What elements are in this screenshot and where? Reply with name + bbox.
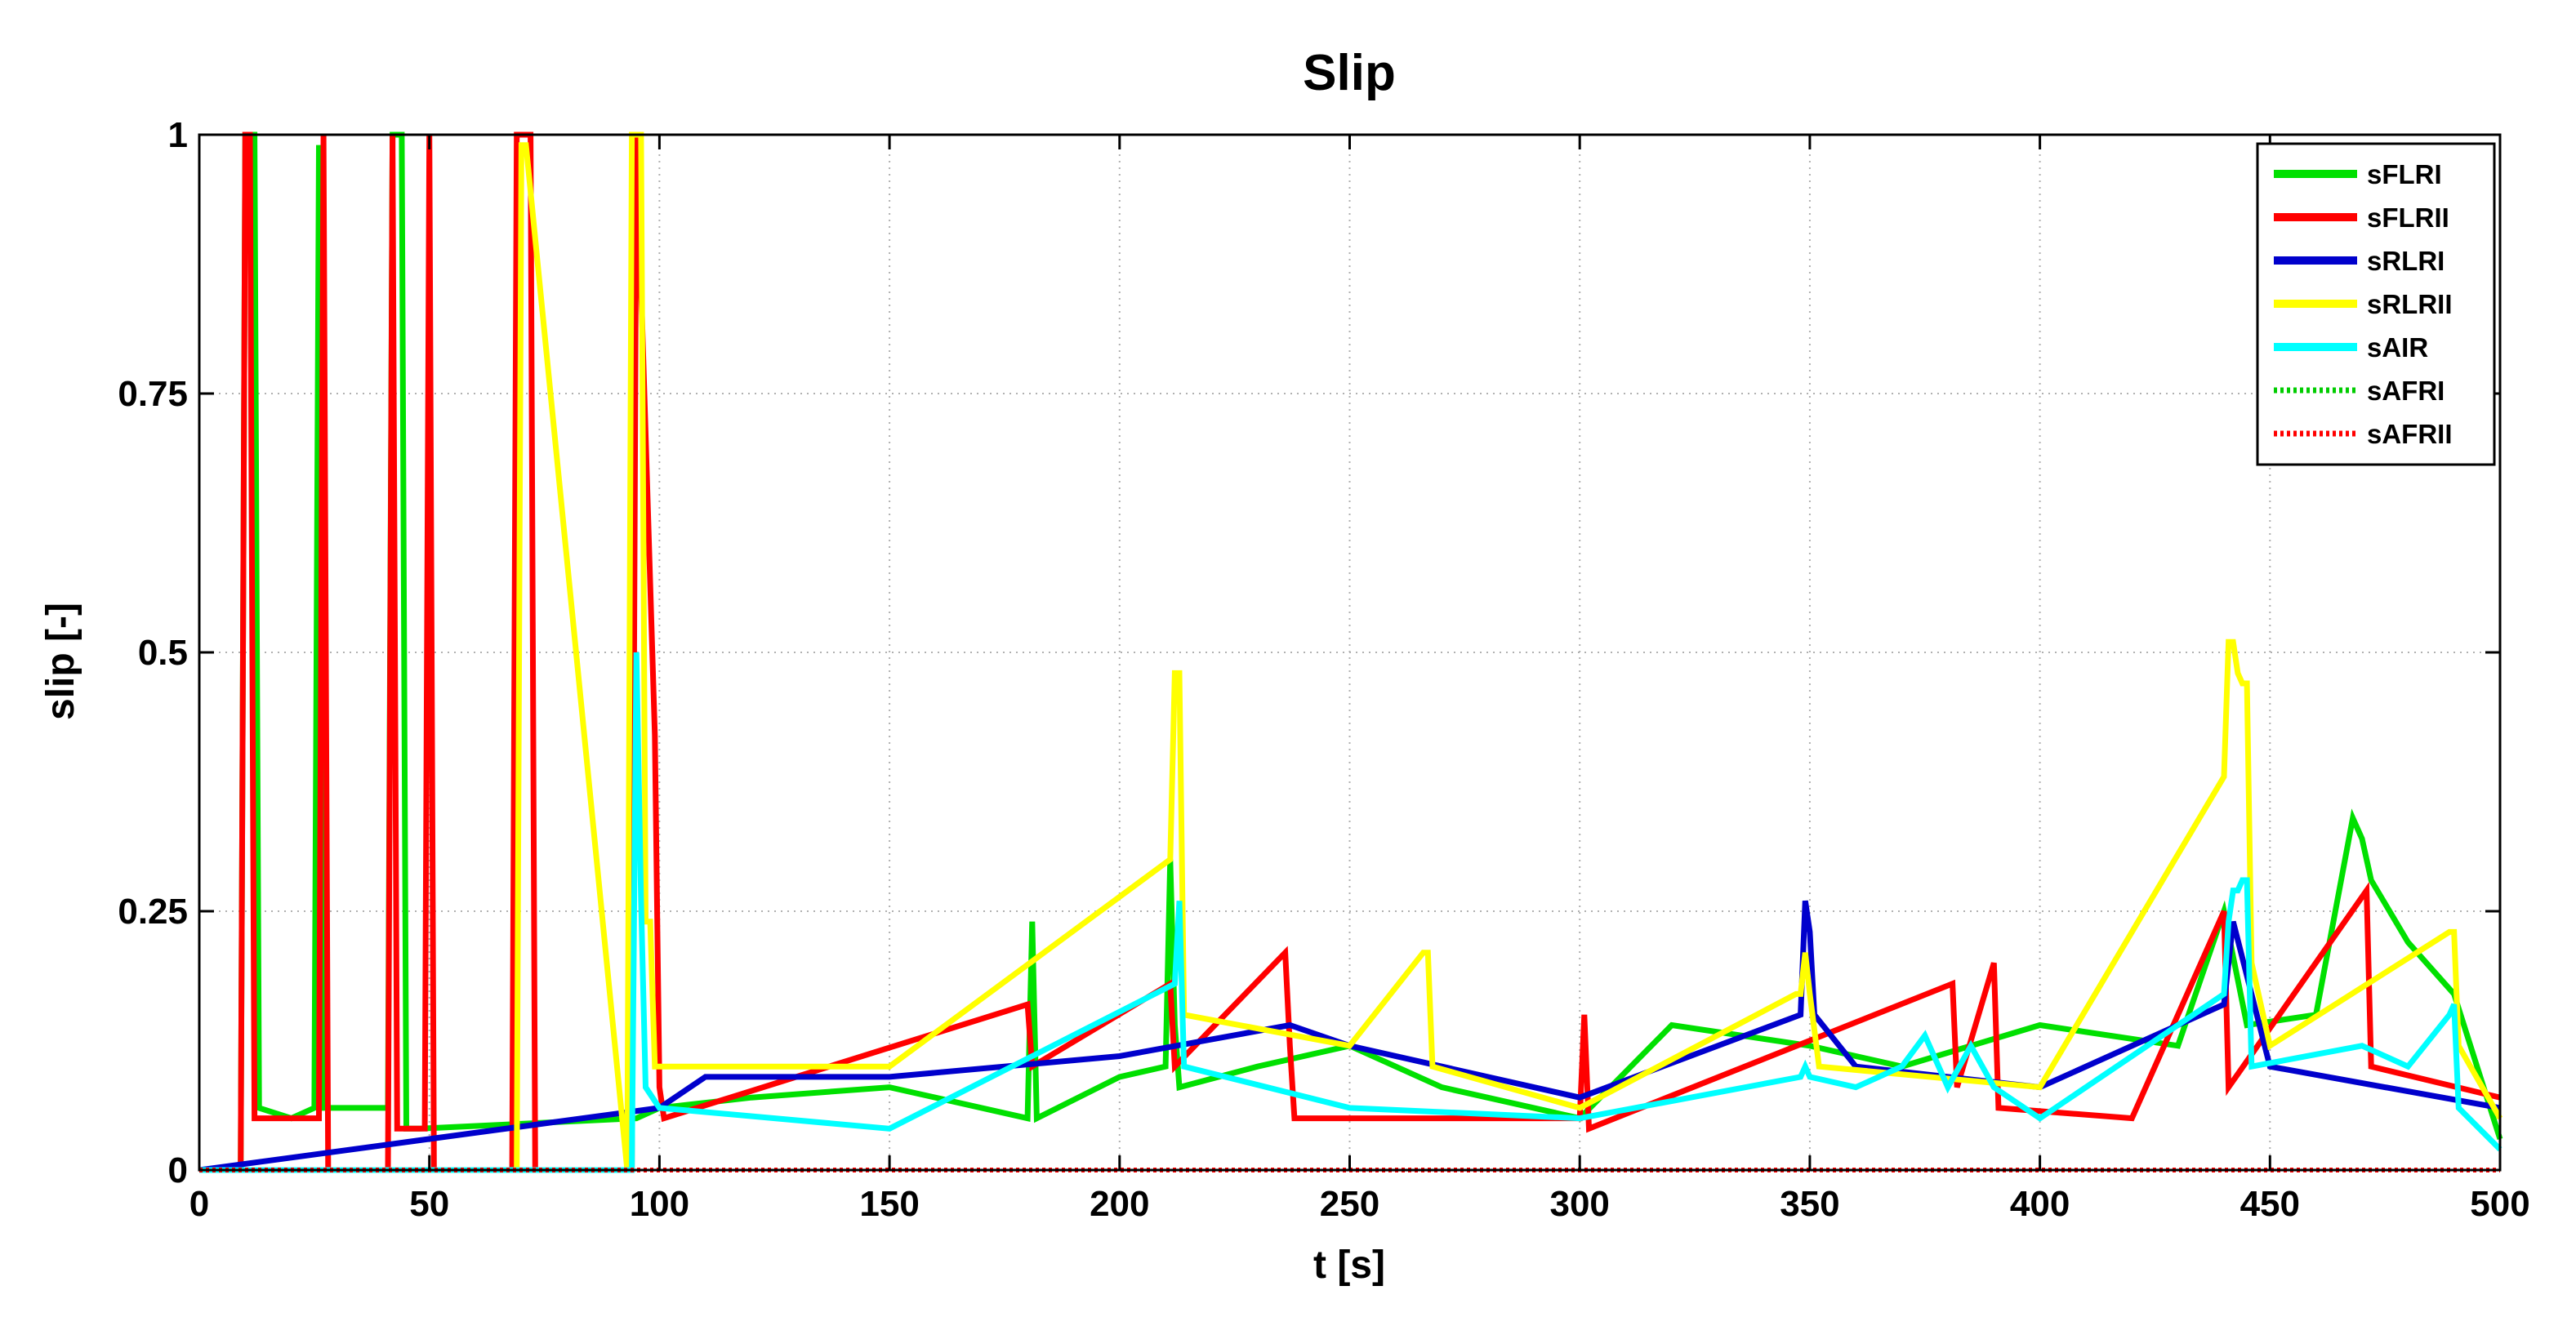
series-line-srlri <box>198 900 2501 1173</box>
legend-label-sflri: sFLRI <box>2367 159 2442 189</box>
y-tick-label: 0.25 <box>118 892 188 932</box>
x-tick-label: 300 <box>1549 1184 1609 1224</box>
x-tick-label: 450 <box>2240 1184 2300 1224</box>
legend: sFLRI sFLRII sRLRI sRLRII sAIR sAFRI sAFRII <box>2256 142 2496 466</box>
x-tick-label: 250 <box>1320 1184 1379 1224</box>
x-axis-label: t [s] <box>1313 1244 1385 1287</box>
legend-label-srlrii: sRLRII <box>2367 289 2453 319</box>
x-tick-label: 400 <box>2010 1184 2070 1224</box>
x-tick-label: 100 <box>630 1184 689 1224</box>
grid-lines <box>199 135 2500 1170</box>
x-tick-label: 0 <box>189 1184 209 1224</box>
legend-label-sair: sAIR <box>2367 332 2428 363</box>
legend-label-safri: sAFRI <box>2367 376 2445 406</box>
y-tick-label: 0.75 <box>118 374 188 414</box>
x-tick-label: 200 <box>1090 1184 1149 1224</box>
axes: 0 50 100 150 200 250 300 350 400 450 500 0 0.25 0.5 0.… <box>118 115 2529 1224</box>
y-axis-label: slip [-] <box>39 603 82 720</box>
series-line-sair <box>199 652 2502 1173</box>
y-tick-label: 1 <box>168 115 188 155</box>
chart-title: Slip <box>1303 45 1396 101</box>
legend-label-safrii: sAFRII <box>2367 419 2453 449</box>
legend-label-sflrii: sFLRII <box>2367 202 2449 233</box>
y-tick-label: 0.5 <box>138 633 188 673</box>
x-tick-label: 150 <box>859 1184 919 1224</box>
x-tick-label: 500 <box>2470 1184 2529 1224</box>
x-tick-label: 350 <box>1780 1184 1839 1224</box>
x-tick-label: 50 <box>409 1184 449 1224</box>
y-tick-label: 0 <box>168 1150 188 1190</box>
legend-label-srlri: sRLRI <box>2367 246 2445 276</box>
